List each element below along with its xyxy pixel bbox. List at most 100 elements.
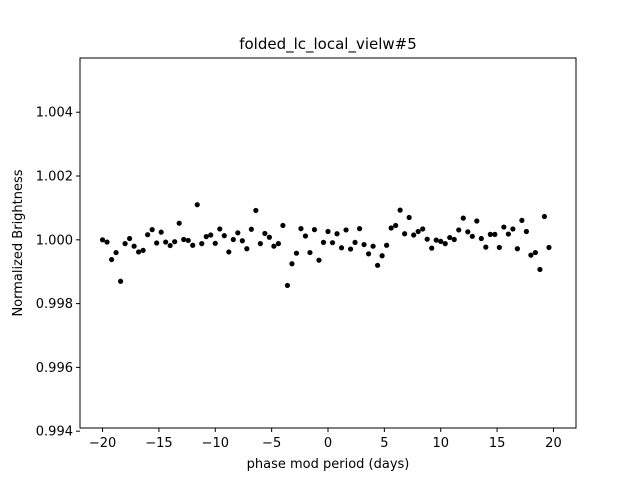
data-point xyxy=(375,262,381,268)
data-point xyxy=(104,239,110,245)
data-point xyxy=(514,246,520,252)
data-point xyxy=(356,226,363,232)
y-tick-label: 1.002 xyxy=(36,170,73,185)
data-point xyxy=(334,231,340,237)
data-point xyxy=(501,224,507,230)
data-point xyxy=(131,243,137,249)
data-point xyxy=(347,246,354,252)
y-tick-label: 0.998 xyxy=(36,297,73,312)
data-point xyxy=(289,261,295,267)
data-point xyxy=(158,229,164,235)
data-point xyxy=(528,252,534,258)
data-point xyxy=(505,231,511,237)
data-point xyxy=(361,241,367,248)
data-point xyxy=(122,241,128,247)
data-point xyxy=(108,256,115,263)
data-point xyxy=(149,227,155,233)
data-point xyxy=(316,257,322,263)
data-point xyxy=(163,239,169,245)
data-point xyxy=(429,245,435,251)
data-point xyxy=(172,239,178,245)
x-tick-label: −10 xyxy=(202,436,229,451)
data-point xyxy=(447,234,453,241)
data-point xyxy=(420,226,426,232)
data-point xyxy=(293,250,300,256)
data-point xyxy=(460,215,466,221)
data-point xyxy=(329,240,336,246)
data-point xyxy=(253,207,259,214)
data-point xyxy=(117,278,124,284)
data-point xyxy=(280,222,286,229)
data-point xyxy=(167,242,173,249)
plot-area xyxy=(80,58,576,428)
data-point xyxy=(127,235,133,242)
data-point xyxy=(456,227,462,233)
data-point xyxy=(190,242,196,248)
data-point xyxy=(492,231,498,237)
data-point xyxy=(352,239,358,245)
data-point xyxy=(145,232,151,238)
data-point xyxy=(185,237,191,244)
data-point xyxy=(537,266,543,273)
x-tick-label: 10 xyxy=(432,436,449,451)
data-point xyxy=(298,226,304,232)
data-point xyxy=(384,242,390,248)
x-tick-label: 15 xyxy=(489,436,506,451)
data-point xyxy=(203,234,209,240)
data-point xyxy=(262,230,268,237)
x-tick-label: 0 xyxy=(324,436,332,451)
data-point xyxy=(239,238,245,244)
data-point xyxy=(212,240,218,246)
plot-frame xyxy=(79,57,577,429)
data-point xyxy=(438,238,444,245)
y-axis-label: Normalized Brightness xyxy=(11,169,26,316)
data-point xyxy=(442,241,448,247)
data-point xyxy=(257,241,263,247)
data-point xyxy=(176,220,182,226)
data-point xyxy=(487,231,493,237)
x-tick-label: −15 xyxy=(145,436,172,451)
data-point xyxy=(496,244,502,251)
data-point xyxy=(343,227,349,233)
data-point xyxy=(465,229,471,235)
data-point xyxy=(424,236,430,242)
data-point xyxy=(541,213,548,220)
data-point xyxy=(483,244,489,250)
data-point xyxy=(320,239,327,245)
data-point xyxy=(226,249,232,255)
data-point xyxy=(338,245,345,251)
data-point xyxy=(302,233,309,239)
data-point xyxy=(235,230,241,236)
data-points xyxy=(99,202,552,289)
data-point xyxy=(99,237,106,243)
data-point xyxy=(469,233,475,239)
data-point xyxy=(365,251,372,257)
data-point xyxy=(397,207,403,213)
data-point xyxy=(402,231,408,237)
data-point xyxy=(208,232,214,238)
data-point xyxy=(433,237,439,243)
x-tick-label: 20 xyxy=(545,436,562,451)
x-tick-label: −5 xyxy=(262,436,281,451)
y-tick-label: 1.004 xyxy=(36,106,73,121)
data-point xyxy=(370,243,376,249)
data-point xyxy=(275,241,281,247)
data-point xyxy=(415,228,421,235)
data-point xyxy=(136,249,142,255)
data-point xyxy=(271,243,277,249)
data-point xyxy=(154,240,160,246)
data-point xyxy=(244,246,250,252)
data-point xyxy=(510,226,516,232)
x-tick-label: −20 xyxy=(89,436,116,451)
data-point xyxy=(523,228,530,235)
data-point xyxy=(113,249,119,256)
y-tick-label: 1.000 xyxy=(36,233,73,248)
x-tick-label: 5 xyxy=(380,436,388,451)
y-tick-label: 0.994 xyxy=(36,425,73,440)
data-point xyxy=(284,282,291,289)
y-tick-label: 0.996 xyxy=(36,361,73,376)
x-axis-label: phase mod period (days) xyxy=(247,457,410,472)
data-point xyxy=(266,234,272,240)
data-point xyxy=(311,227,318,233)
